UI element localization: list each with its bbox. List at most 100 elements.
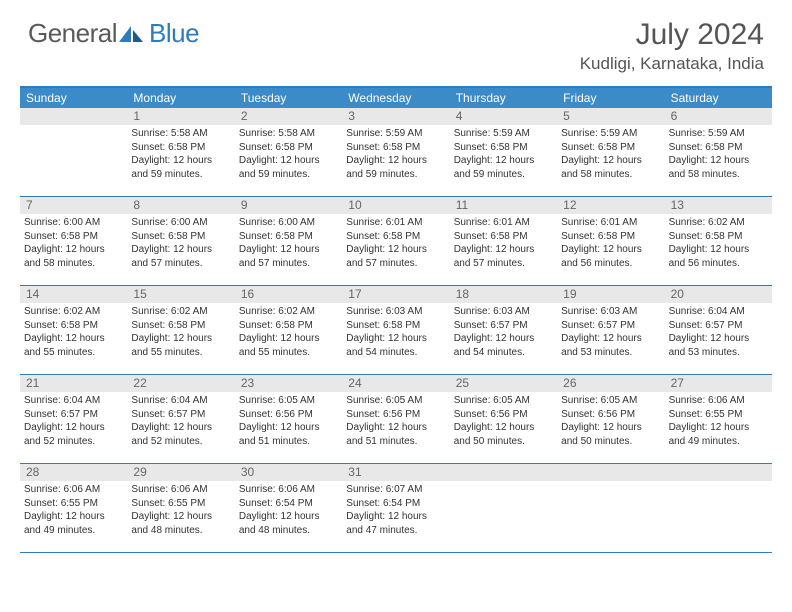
day-info-line: Sunrise: 6:05 AM xyxy=(454,394,553,408)
day-cell: 25Sunrise: 6:05 AMSunset: 6:56 PMDayligh… xyxy=(450,375,557,463)
day-info-line: Daylight: 12 hours xyxy=(669,421,768,435)
location-text: Kudligi, Karnataka, India xyxy=(580,54,764,74)
day-number: 5 xyxy=(557,108,664,125)
day-number: 24 xyxy=(342,375,449,392)
day-number: 4 xyxy=(450,108,557,125)
day-cell xyxy=(20,108,127,196)
day-info-line: Daylight: 12 hours xyxy=(454,154,553,168)
day-info-line: Sunrise: 6:06 AM xyxy=(131,483,230,497)
day-cell: 4Sunrise: 5:59 AMSunset: 6:58 PMDaylight… xyxy=(450,108,557,196)
day-cell: 23Sunrise: 6:05 AMSunset: 6:56 PMDayligh… xyxy=(235,375,342,463)
day-info-line: Daylight: 12 hours xyxy=(239,332,338,346)
day-content: Sunrise: 6:02 AMSunset: 6:58 PMDaylight:… xyxy=(20,303,127,363)
day-cell: 6Sunrise: 5:59 AMSunset: 6:58 PMDaylight… xyxy=(665,108,772,196)
day-cell: 31Sunrise: 6:07 AMSunset: 6:54 PMDayligh… xyxy=(342,464,449,552)
day-info-line: Sunrise: 6:06 AM xyxy=(239,483,338,497)
day-info-line: Sunset: 6:58 PM xyxy=(239,230,338,244)
day-info-line: and 53 minutes. xyxy=(561,346,660,360)
day-info-line: Daylight: 12 hours xyxy=(239,243,338,257)
brand-part2: Blue xyxy=(149,18,199,49)
weekday-header: Monday xyxy=(127,88,234,108)
day-content: Sunrise: 6:01 AMSunset: 6:58 PMDaylight:… xyxy=(557,214,664,274)
day-number: 29 xyxy=(127,464,234,481)
day-info-line: Daylight: 12 hours xyxy=(561,332,660,346)
day-info-line: and 52 minutes. xyxy=(131,435,230,449)
day-info-line: Sunrise: 6:03 AM xyxy=(454,305,553,319)
day-info-line: Daylight: 12 hours xyxy=(131,332,230,346)
day-content: Sunrise: 6:00 AMSunset: 6:58 PMDaylight:… xyxy=(20,214,127,274)
day-info-line: Sunrise: 6:04 AM xyxy=(669,305,768,319)
day-content: Sunrise: 6:00 AMSunset: 6:58 PMDaylight:… xyxy=(127,214,234,274)
day-content: Sunrise: 5:58 AMSunset: 6:58 PMDaylight:… xyxy=(127,125,234,185)
day-content: Sunrise: 6:06 AMSunset: 6:55 PMDaylight:… xyxy=(127,481,234,541)
day-info-line: and 54 minutes. xyxy=(346,346,445,360)
day-info-line: Sunrise: 6:05 AM xyxy=(346,394,445,408)
day-info-line: Daylight: 12 hours xyxy=(24,332,123,346)
day-cell: 29Sunrise: 6:06 AMSunset: 6:55 PMDayligh… xyxy=(127,464,234,552)
day-number: 23 xyxy=(235,375,342,392)
day-info-line: and 55 minutes. xyxy=(239,346,338,360)
day-content: Sunrise: 5:59 AMSunset: 6:58 PMDaylight:… xyxy=(557,125,664,185)
day-number: 1 xyxy=(127,108,234,125)
day-info-line: Daylight: 12 hours xyxy=(131,154,230,168)
day-content: Sunrise: 6:07 AMSunset: 6:54 PMDaylight:… xyxy=(342,481,449,541)
day-info-line: Sunset: 6:58 PM xyxy=(454,230,553,244)
day-info-line: Sunset: 6:56 PM xyxy=(346,408,445,422)
day-content: Sunrise: 6:02 AMSunset: 6:58 PMDaylight:… xyxy=(665,214,772,274)
day-info-line: Daylight: 12 hours xyxy=(239,510,338,524)
day-info-line: Sunrise: 6:00 AM xyxy=(131,216,230,230)
day-info-line: Daylight: 12 hours xyxy=(24,243,123,257)
day-content xyxy=(557,481,664,487)
day-info-line: Daylight: 12 hours xyxy=(346,332,445,346)
calendar-week: 28Sunrise: 6:06 AMSunset: 6:55 PMDayligh… xyxy=(20,464,772,553)
day-info-line: Sunrise: 5:59 AM xyxy=(561,127,660,141)
day-info-line: Sunset: 6:54 PM xyxy=(346,497,445,511)
day-content: Sunrise: 6:05 AMSunset: 6:56 PMDaylight:… xyxy=(342,392,449,452)
day-info-line: Sunrise: 6:01 AM xyxy=(346,216,445,230)
day-info-line: Daylight: 12 hours xyxy=(561,421,660,435)
day-cell xyxy=(665,464,772,552)
day-info-line: Sunrise: 5:58 AM xyxy=(131,127,230,141)
day-info-line: Daylight: 12 hours xyxy=(239,421,338,435)
day-info-line: Sunrise: 6:03 AM xyxy=(561,305,660,319)
day-content: Sunrise: 5:59 AMSunset: 6:58 PMDaylight:… xyxy=(665,125,772,185)
day-info-line: Sunrise: 6:02 AM xyxy=(239,305,338,319)
day-content: Sunrise: 6:03 AMSunset: 6:58 PMDaylight:… xyxy=(342,303,449,363)
day-info-line: and 53 minutes. xyxy=(669,346,768,360)
calendar-week: 14Sunrise: 6:02 AMSunset: 6:58 PMDayligh… xyxy=(20,286,772,375)
page-header: General Blue July 2024 Kudligi, Karnatak… xyxy=(0,0,792,80)
day-info-line: Sunset: 6:58 PM xyxy=(669,141,768,155)
day-info-line: Sunset: 6:58 PM xyxy=(346,230,445,244)
day-info-line: and 59 minutes. xyxy=(346,168,445,182)
day-content: Sunrise: 5:59 AMSunset: 6:58 PMDaylight:… xyxy=(342,125,449,185)
day-number: 20 xyxy=(665,286,772,303)
day-cell: 11Sunrise: 6:01 AMSunset: 6:58 PMDayligh… xyxy=(450,197,557,285)
day-info-line: Sunset: 6:57 PM xyxy=(24,408,123,422)
title-block: July 2024 Kudligi, Karnataka, India xyxy=(580,18,764,74)
day-info-line: Sunset: 6:57 PM xyxy=(131,408,230,422)
day-content xyxy=(450,481,557,487)
day-number: 14 xyxy=(20,286,127,303)
day-info-line: Sunset: 6:58 PM xyxy=(561,230,660,244)
day-content: Sunrise: 6:06 AMSunset: 6:55 PMDaylight:… xyxy=(20,481,127,541)
day-info-line: Sunrise: 6:05 AM xyxy=(239,394,338,408)
day-info-line: Daylight: 12 hours xyxy=(561,243,660,257)
day-info-line: Sunset: 6:57 PM xyxy=(669,319,768,333)
day-info-line: Sunset: 6:58 PM xyxy=(131,230,230,244)
day-info-line: and 59 minutes. xyxy=(454,168,553,182)
day-info-line: and 54 minutes. xyxy=(454,346,553,360)
day-info-line: and 59 minutes. xyxy=(131,168,230,182)
day-cell: 20Sunrise: 6:04 AMSunset: 6:57 PMDayligh… xyxy=(665,286,772,374)
day-info-line: Sunset: 6:55 PM xyxy=(131,497,230,511)
day-content: Sunrise: 6:05 AMSunset: 6:56 PMDaylight:… xyxy=(450,392,557,452)
day-info-line: Daylight: 12 hours xyxy=(239,154,338,168)
day-info-line: and 50 minutes. xyxy=(561,435,660,449)
day-number: 19 xyxy=(557,286,664,303)
day-cell: 9Sunrise: 6:00 AMSunset: 6:58 PMDaylight… xyxy=(235,197,342,285)
day-number xyxy=(665,464,772,481)
day-number: 11 xyxy=(450,197,557,214)
day-info-line: Daylight: 12 hours xyxy=(346,510,445,524)
weekday-header: Sunday xyxy=(20,88,127,108)
day-number: 12 xyxy=(557,197,664,214)
day-info-line: Sunrise: 6:02 AM xyxy=(669,216,768,230)
